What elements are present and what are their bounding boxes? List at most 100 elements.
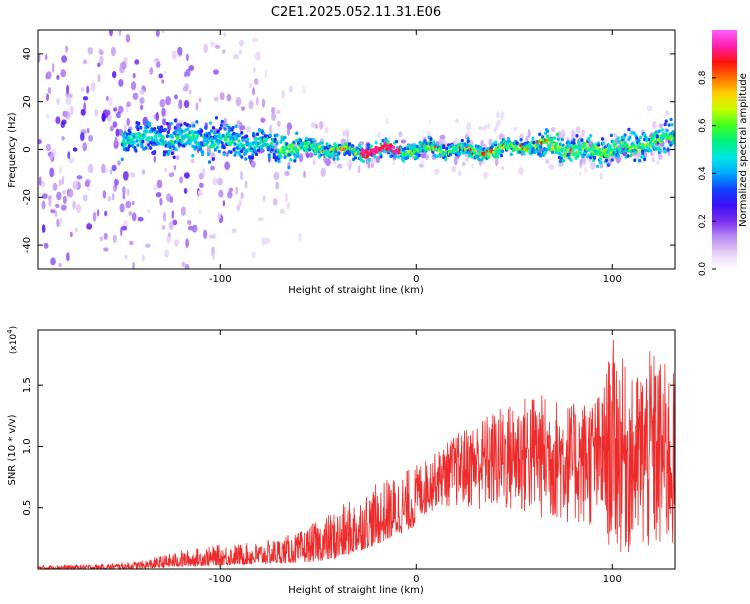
spectrogram-cell <box>213 96 219 102</box>
snr-y-ticks: 0.5 1.0 1.5 <box>22 377 675 516</box>
spectrogram-cell <box>201 167 206 177</box>
spectrogram-cell <box>613 142 617 147</box>
spectrogram-cell <box>268 133 272 137</box>
spectrogram-cell <box>377 131 382 138</box>
spectrogram-cell <box>259 146 263 151</box>
spectrogram-cell <box>188 124 192 128</box>
spectrogram-y-axis-label: Frequency (Hz) <box>7 112 18 188</box>
spectrogram-cell <box>496 155 500 159</box>
spectrogram-cell <box>76 204 81 214</box>
spectrogram-cell <box>366 143 370 147</box>
spectrogram-cell <box>38 53 41 63</box>
spectrogram-cell <box>68 93 73 99</box>
spectrogram-cell <box>595 145 599 150</box>
spectrogram-cell <box>86 85 90 94</box>
spectrogram-cell <box>654 130 659 134</box>
spectrogram-cell <box>273 171 280 181</box>
spectrogram-cell <box>292 140 296 145</box>
spectrogram-cell <box>168 142 172 146</box>
spectrogram-x-axis-label: Height of straight line (km) <box>288 285 424 296</box>
spectrogram-cell <box>245 134 249 139</box>
spectrogram-cell <box>496 111 500 118</box>
spectrogram-cell <box>577 140 581 144</box>
spectrogram-cell <box>185 238 189 248</box>
spectrogram-cell <box>347 159 351 168</box>
spectrogram-cell <box>575 134 579 138</box>
spectrogram-cell <box>159 197 163 206</box>
spectrogram-cell <box>188 65 195 71</box>
spectrogram-cell <box>44 53 48 61</box>
spectrogram-cell <box>179 132 183 136</box>
spectrogram-cell <box>486 123 491 130</box>
spectrogram-cell <box>590 161 596 170</box>
spectrogram-cell <box>161 136 165 140</box>
spectrogram-cell <box>119 203 125 213</box>
spectrogram-cell <box>601 141 606 146</box>
spectrogram-cell <box>423 139 427 143</box>
spectrogram-cell <box>385 118 389 125</box>
spectrogram-cell <box>638 141 642 146</box>
spectrogram-cell <box>623 133 627 137</box>
spectrogram-cell <box>46 93 49 102</box>
spectrogram-cell <box>449 152 453 157</box>
spectrogram-cell <box>457 170 462 177</box>
spectrogram-cell <box>195 120 199 124</box>
spectrogram-cell <box>153 149 157 154</box>
spectrogram-cell <box>145 129 149 133</box>
spectrogram-cell <box>593 156 597 160</box>
spectrogram-cell <box>62 110 68 118</box>
spectrogram-panel: -100 0 100 -40 -20 0 20 40 Height of straight … <box>7 29 676 296</box>
spectrogram-cell <box>207 131 212 136</box>
spectrogram-cell <box>299 138 303 143</box>
spectrogram-cell <box>442 145 446 150</box>
spectrogram-cell <box>46 71 52 80</box>
spectrogram-cell <box>366 146 370 151</box>
spectrogram-cell <box>560 137 564 142</box>
spectrogram-cell <box>141 254 145 262</box>
spectrogram-cell <box>72 180 79 190</box>
spectrogram-cell <box>580 138 584 142</box>
y-tick-label: 40 <box>22 48 33 61</box>
spectrogram-cell <box>240 192 244 199</box>
spectrogram-cell <box>225 152 229 157</box>
spectrogram-cell <box>101 112 106 122</box>
spectrogram-cell <box>45 113 50 119</box>
spectrogram-cell <box>271 145 275 149</box>
spectrogram-cell <box>549 137 554 141</box>
spectrogram-cell <box>125 200 132 209</box>
spectrogram-cell <box>596 164 600 169</box>
spectrogram-cell <box>599 172 604 180</box>
spectrogram-cell <box>217 149 221 154</box>
spectrogram-cell <box>500 110 504 121</box>
spectrogram-cell <box>68 157 75 164</box>
spectrogram-cell <box>429 137 433 141</box>
spectrogram-cell <box>176 135 180 139</box>
spectrogram-cell <box>345 128 349 139</box>
spectrogram-cell <box>221 49 226 54</box>
spectrogram-cell <box>209 41 216 48</box>
spectrogram-cell <box>162 118 167 126</box>
spectrogram-cell <box>117 160 121 166</box>
spectrogram-cell <box>219 123 223 128</box>
spectrogram-cell <box>293 159 297 163</box>
spectrogram-cell <box>223 127 227 131</box>
spectrogram-cell <box>229 150 233 154</box>
spectrogram-cell <box>139 125 143 130</box>
spectrogram-y-ticks: -40 -20 0 20 40 <box>22 48 675 253</box>
spectrogram-cell <box>296 154 300 158</box>
spectrogram-cell <box>192 123 196 128</box>
spectrogram-cell <box>250 149 254 153</box>
spectrogram-cell <box>216 129 220 133</box>
spectrogram-cell <box>69 105 74 115</box>
spectrogram-cell <box>581 129 585 137</box>
spectrogram-cell <box>224 161 230 170</box>
spectrogram-cell <box>291 143 295 148</box>
spectrogram-cell <box>395 139 399 144</box>
spectrogram-cell <box>658 123 664 128</box>
spectrogram-cell <box>439 134 446 140</box>
spectrogram-cell <box>188 89 192 95</box>
spectrogram-cell <box>252 38 258 43</box>
spectrogram-cell <box>239 39 244 47</box>
spectrogram-cell <box>207 160 212 164</box>
spectrogram-cell <box>232 131 236 136</box>
